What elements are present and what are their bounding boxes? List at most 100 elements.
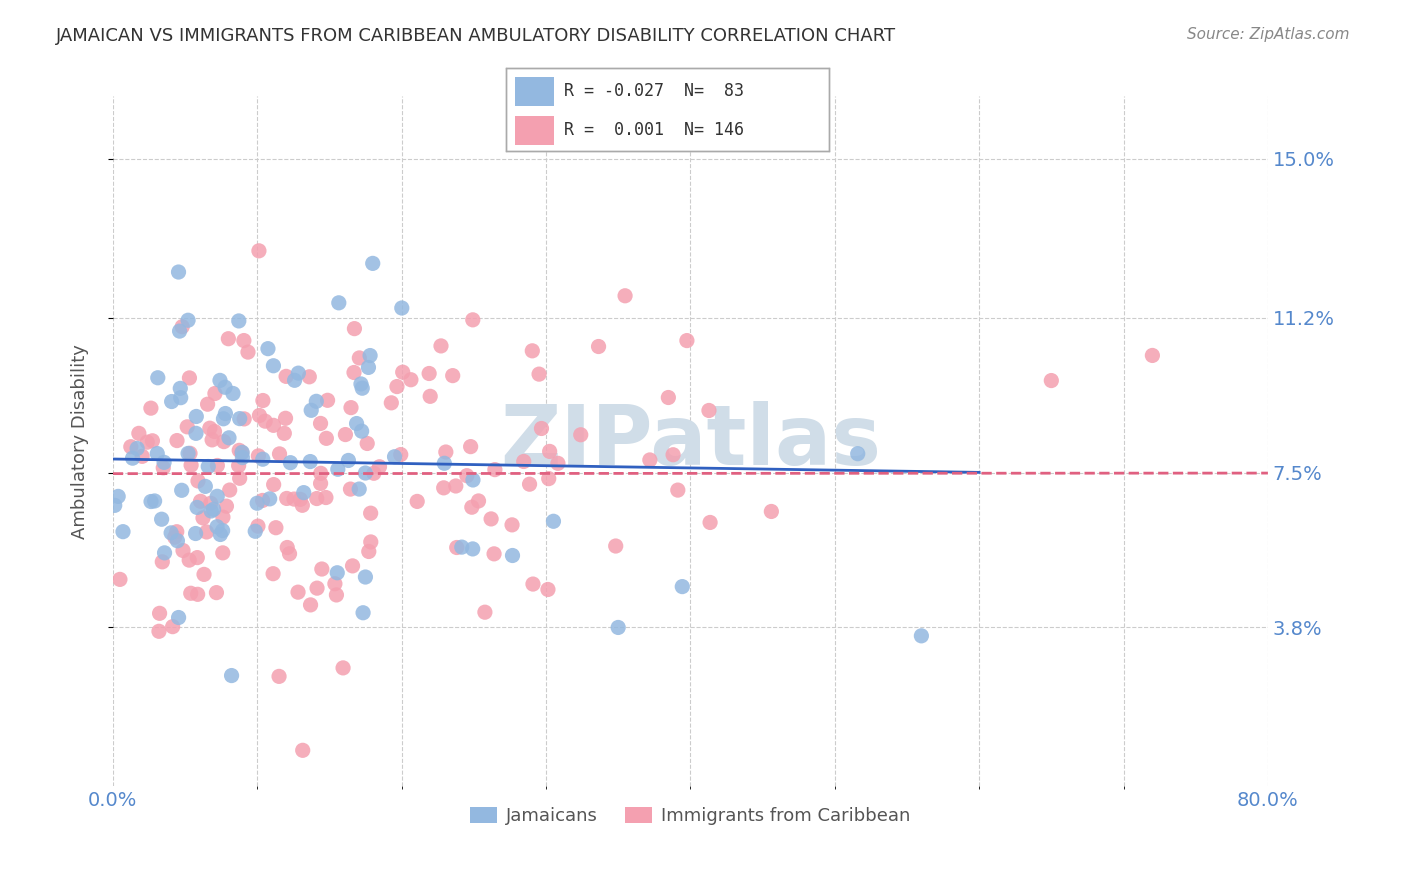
- Point: [328, 295, 350, 310]
- Point: [246, 496, 269, 510]
- Point: [340, 401, 363, 415]
- Point: [228, 411, 250, 425]
- Point: [347, 482, 370, 496]
- Point: [657, 391, 679, 405]
- Point: [202, 502, 225, 516]
- Point: [222, 386, 245, 401]
- Point: [233, 412, 256, 426]
- Point: [846, 447, 869, 461]
- Point: [418, 367, 440, 381]
- Point: [201, 433, 224, 447]
- Point: [676, 334, 699, 348]
- Point: [170, 391, 193, 405]
- Text: Source: ZipAtlas.com: Source: ZipAtlas.com: [1187, 27, 1350, 42]
- Point: [1142, 348, 1164, 362]
- Point: [111, 524, 134, 539]
- Point: [274, 369, 297, 384]
- Point: [228, 443, 250, 458]
- Point: [236, 345, 259, 359]
- Point: [543, 514, 565, 528]
- Point: [325, 588, 347, 602]
- Point: [605, 539, 627, 553]
- Point: [357, 544, 380, 558]
- Point: [179, 371, 201, 385]
- Point: [170, 483, 193, 498]
- Point: [143, 494, 166, 508]
- Point: [217, 332, 239, 346]
- Point: [263, 477, 285, 491]
- Point: [120, 440, 142, 454]
- Point: [127, 442, 149, 456]
- Point: [522, 343, 544, 358]
- Point: [149, 607, 172, 621]
- Point: [547, 456, 569, 470]
- Point: [252, 493, 274, 508]
- Point: [257, 342, 280, 356]
- Point: [221, 668, 243, 682]
- Point: [162, 620, 184, 634]
- Point: [153, 455, 176, 469]
- Point: [166, 533, 188, 548]
- Point: [461, 473, 484, 487]
- Point: [350, 424, 373, 438]
- Point: [131, 450, 153, 464]
- Point: [309, 476, 332, 491]
- Point: [186, 550, 208, 565]
- Point: [360, 506, 382, 520]
- Point: [198, 421, 221, 435]
- Point: [193, 567, 215, 582]
- Point: [350, 376, 373, 391]
- Point: [273, 426, 295, 441]
- Point: [298, 369, 321, 384]
- Point: [519, 477, 541, 491]
- Point: [212, 510, 235, 524]
- Point: [180, 458, 202, 472]
- Point: [150, 512, 173, 526]
- Point: [501, 517, 523, 532]
- Point: [299, 598, 322, 612]
- Point: [262, 418, 284, 433]
- Point: [461, 541, 484, 556]
- Point: [323, 576, 346, 591]
- Point: [231, 445, 253, 459]
- Point: [359, 349, 381, 363]
- Point: [287, 366, 309, 380]
- Point: [107, 489, 129, 503]
- Point: [209, 527, 232, 541]
- Point: [218, 483, 240, 497]
- Point: [262, 359, 284, 373]
- Point: [200, 504, 222, 518]
- Point: [228, 314, 250, 328]
- Point: [163, 530, 186, 544]
- Point: [187, 474, 209, 488]
- Point: [231, 450, 253, 465]
- Point: [441, 368, 464, 383]
- Point: [352, 606, 374, 620]
- Point: [194, 479, 217, 493]
- Point: [141, 434, 163, 448]
- Point: [231, 445, 253, 459]
- Point: [197, 397, 219, 411]
- Point: [527, 367, 550, 381]
- Point: [697, 403, 720, 417]
- Point: [699, 516, 721, 530]
- Point: [169, 381, 191, 395]
- Point: [385, 379, 408, 393]
- Point: [316, 393, 339, 408]
- Point: [228, 458, 250, 473]
- Point: [299, 454, 322, 468]
- Point: [205, 585, 228, 599]
- Point: [538, 444, 561, 458]
- Point: [484, 462, 506, 476]
- Point: [502, 549, 524, 563]
- Point: [456, 468, 478, 483]
- Point: [569, 427, 592, 442]
- Point: [139, 494, 162, 508]
- Point: [522, 577, 544, 591]
- Legend: Jamaicans, Immigrants from Caribbean: Jamaicans, Immigrants from Caribbean: [463, 800, 918, 833]
- Point: [160, 394, 183, 409]
- Point: [342, 558, 364, 573]
- Point: [391, 365, 413, 379]
- Point: [1040, 374, 1063, 388]
- Point: [204, 425, 226, 439]
